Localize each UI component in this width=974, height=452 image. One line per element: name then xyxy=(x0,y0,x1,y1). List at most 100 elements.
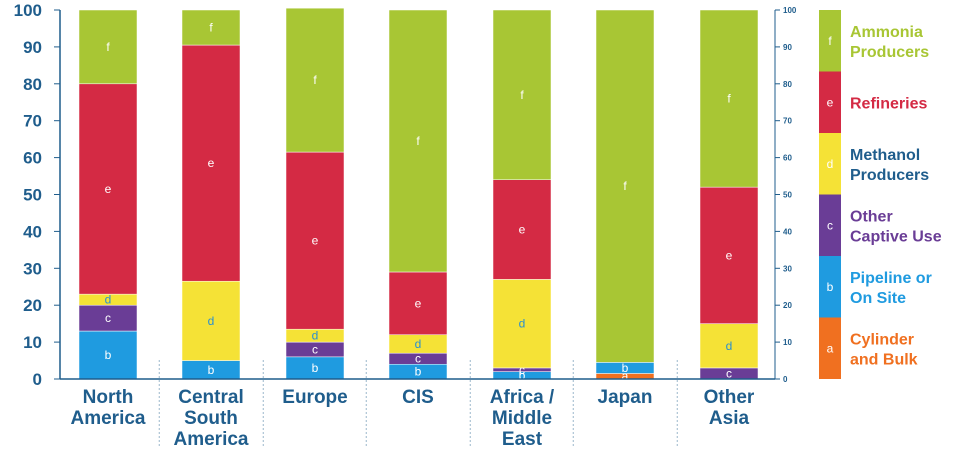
category-label: Europe xyxy=(282,387,347,408)
bar-segment-e xyxy=(388,271,448,335)
y-tick-label-left: 90 xyxy=(23,38,42,57)
segment-label-c: c xyxy=(415,352,421,366)
segment-label-d: d xyxy=(208,314,215,328)
segment-label-d: d xyxy=(519,317,526,331)
legend-swatch-letter: e xyxy=(827,95,834,109)
bar-segment-f xyxy=(492,9,552,180)
bar-segment-e xyxy=(285,151,345,330)
legend-label-f: Ammonia Producers xyxy=(850,24,929,61)
category-label-line: North xyxy=(83,387,134,408)
legend-swatch-d xyxy=(819,133,841,195)
segment-label-b: b xyxy=(312,361,319,375)
bar-segment-c xyxy=(78,304,138,332)
category-label-line: Africa / xyxy=(490,387,555,408)
category-label-line: Asia xyxy=(709,408,750,429)
legend-swatch-e xyxy=(819,71,841,133)
y-tick-label-left: 100 xyxy=(14,1,42,20)
y-tick-label-left: 70 xyxy=(23,112,42,131)
segment-label-d: d xyxy=(726,339,733,353)
bar-segment-f xyxy=(388,9,448,273)
segment-label-b: b xyxy=(105,348,112,362)
segment-label-c: c xyxy=(312,342,318,356)
category-label-line: Middle xyxy=(492,408,552,429)
legend-label-line: Cylinder xyxy=(850,331,914,348)
legend-label-line: Producers xyxy=(850,167,929,184)
segment-label-b: b xyxy=(519,368,526,382)
bar-segment-f xyxy=(285,7,345,153)
axes-layer: 0 10 20 30 40 50 60 70 80 90 100 0 10 20 30 40 50 60 70 80 9… xyxy=(14,1,797,446)
y-tick-label-left: 10 xyxy=(23,333,42,352)
y-tick-label-right: 20 xyxy=(783,301,792,310)
segment-label-f: f xyxy=(209,21,213,35)
category-label-line: CIS xyxy=(402,387,434,408)
legend-label-a: Cylinder and Bulk xyxy=(850,331,918,368)
segment-label-e: e xyxy=(208,156,215,170)
legend-swatch-letter: c xyxy=(827,218,833,232)
legend-label-b: Pipeline or On Site xyxy=(850,270,932,307)
category-label-line: Japan xyxy=(598,387,653,408)
category-label: CIS xyxy=(402,387,434,408)
bar-segment-f xyxy=(699,9,759,188)
segment-label-f: f xyxy=(313,73,317,87)
segment-label-e: e xyxy=(105,182,112,196)
segment-label-e: e xyxy=(415,296,422,310)
segment-label-e: e xyxy=(519,223,526,237)
y-tick-label-left: 50 xyxy=(23,186,42,205)
segment-label-a: a xyxy=(622,369,629,383)
category-label: Japan xyxy=(598,387,653,408)
segment-label-b: b xyxy=(415,365,422,379)
y-tick-label-left: 60 xyxy=(23,149,42,168)
legend-label-c: Other Captive Use xyxy=(850,208,942,245)
bar-segment-f xyxy=(181,9,241,46)
legend-label-line: Producers xyxy=(850,44,929,61)
segment-label-d: d xyxy=(415,337,422,351)
bar-segment-b xyxy=(78,330,138,380)
segment-label-f: f xyxy=(416,134,420,148)
bar-segment-f xyxy=(595,9,655,363)
legend-label-line: On Site xyxy=(850,290,906,307)
legend-label-line: Pipeline or xyxy=(850,270,932,287)
y-tick-label-right: 0 xyxy=(783,375,788,384)
bar-segment-d xyxy=(699,323,759,369)
bar-segment-e xyxy=(492,179,552,280)
category-label-line: America xyxy=(71,408,146,429)
legend-label-line: Refineries xyxy=(850,95,927,112)
category-label: Central South America xyxy=(174,387,249,450)
category-label-line: Central xyxy=(178,387,243,408)
segment-label-e: e xyxy=(312,234,319,248)
legend-swatch-c xyxy=(819,194,841,256)
category-label-line: America xyxy=(174,429,249,450)
segment-label-b: b xyxy=(208,363,215,377)
legend-swatch-f xyxy=(819,10,841,72)
category-label: Africa / Middle East xyxy=(490,387,555,450)
segment-label-c: c xyxy=(105,311,111,325)
y-tick-label-right: 30 xyxy=(783,264,792,273)
y-tick-label-right: 50 xyxy=(783,191,792,200)
bar-segment-e xyxy=(699,186,759,324)
y-tick-label-left: 40 xyxy=(23,222,42,241)
segment-label-b: b xyxy=(622,361,629,375)
segment-label-d: d xyxy=(312,329,319,343)
bar-segment-e xyxy=(78,83,138,295)
segment-label-e: e xyxy=(726,248,733,262)
legend-label-line: Ammonia xyxy=(850,24,923,41)
category-label-line: Europe xyxy=(282,387,347,408)
bar-segment-f xyxy=(78,9,138,85)
legend-label-line: Captive Use xyxy=(850,228,942,245)
y-tick-label-left: 20 xyxy=(23,296,42,315)
legend-label-line: and Bulk xyxy=(850,351,918,368)
segment-label-c: c xyxy=(726,366,732,380)
y-tick-label-right: 100 xyxy=(783,6,797,15)
legend-label-line: Methanol xyxy=(850,147,920,164)
legend-swatch-letter: b xyxy=(827,280,834,294)
segment-label-f: f xyxy=(623,179,627,193)
legend-label-line: Other xyxy=(850,208,893,225)
legend-swatch-b xyxy=(819,256,841,318)
y-tick-label-left: 80 xyxy=(23,75,42,94)
y-tick-label-left: 0 xyxy=(33,370,42,389)
bar-segment-d xyxy=(492,279,552,369)
legend-swatch-a xyxy=(819,317,841,379)
